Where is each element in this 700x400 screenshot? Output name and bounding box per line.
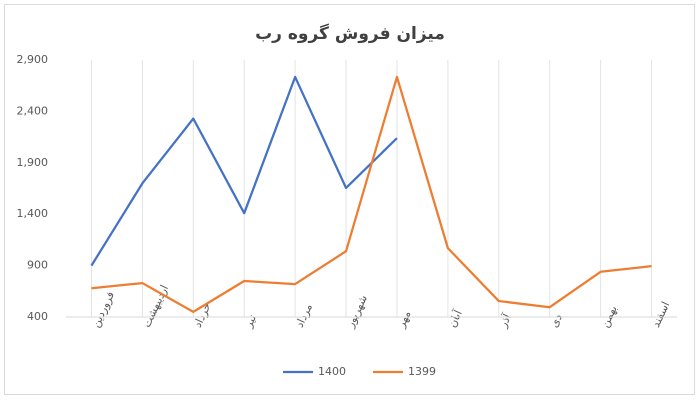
y-tick-label: 900 [27, 259, 48, 272]
y-tick-label: 2,900 [17, 53, 49, 66]
legend-label: 1400 [318, 365, 346, 378]
x-tick-label: دی [547, 312, 565, 330]
y-tick-label: 1,900 [17, 156, 49, 169]
legend-label: 1399 [408, 365, 436, 378]
line-series [91, 75, 652, 313]
y-tick-label: 400 [27, 310, 48, 323]
y-tick-label: 1,400 [17, 207, 49, 220]
chart-title: میزان فروش گروه رب [255, 23, 445, 44]
chart-border [4, 4, 695, 395]
y-tick-label: 2,400 [17, 104, 49, 117]
line-series [90, 75, 398, 267]
x-tick-label: آذر [495, 311, 514, 331]
